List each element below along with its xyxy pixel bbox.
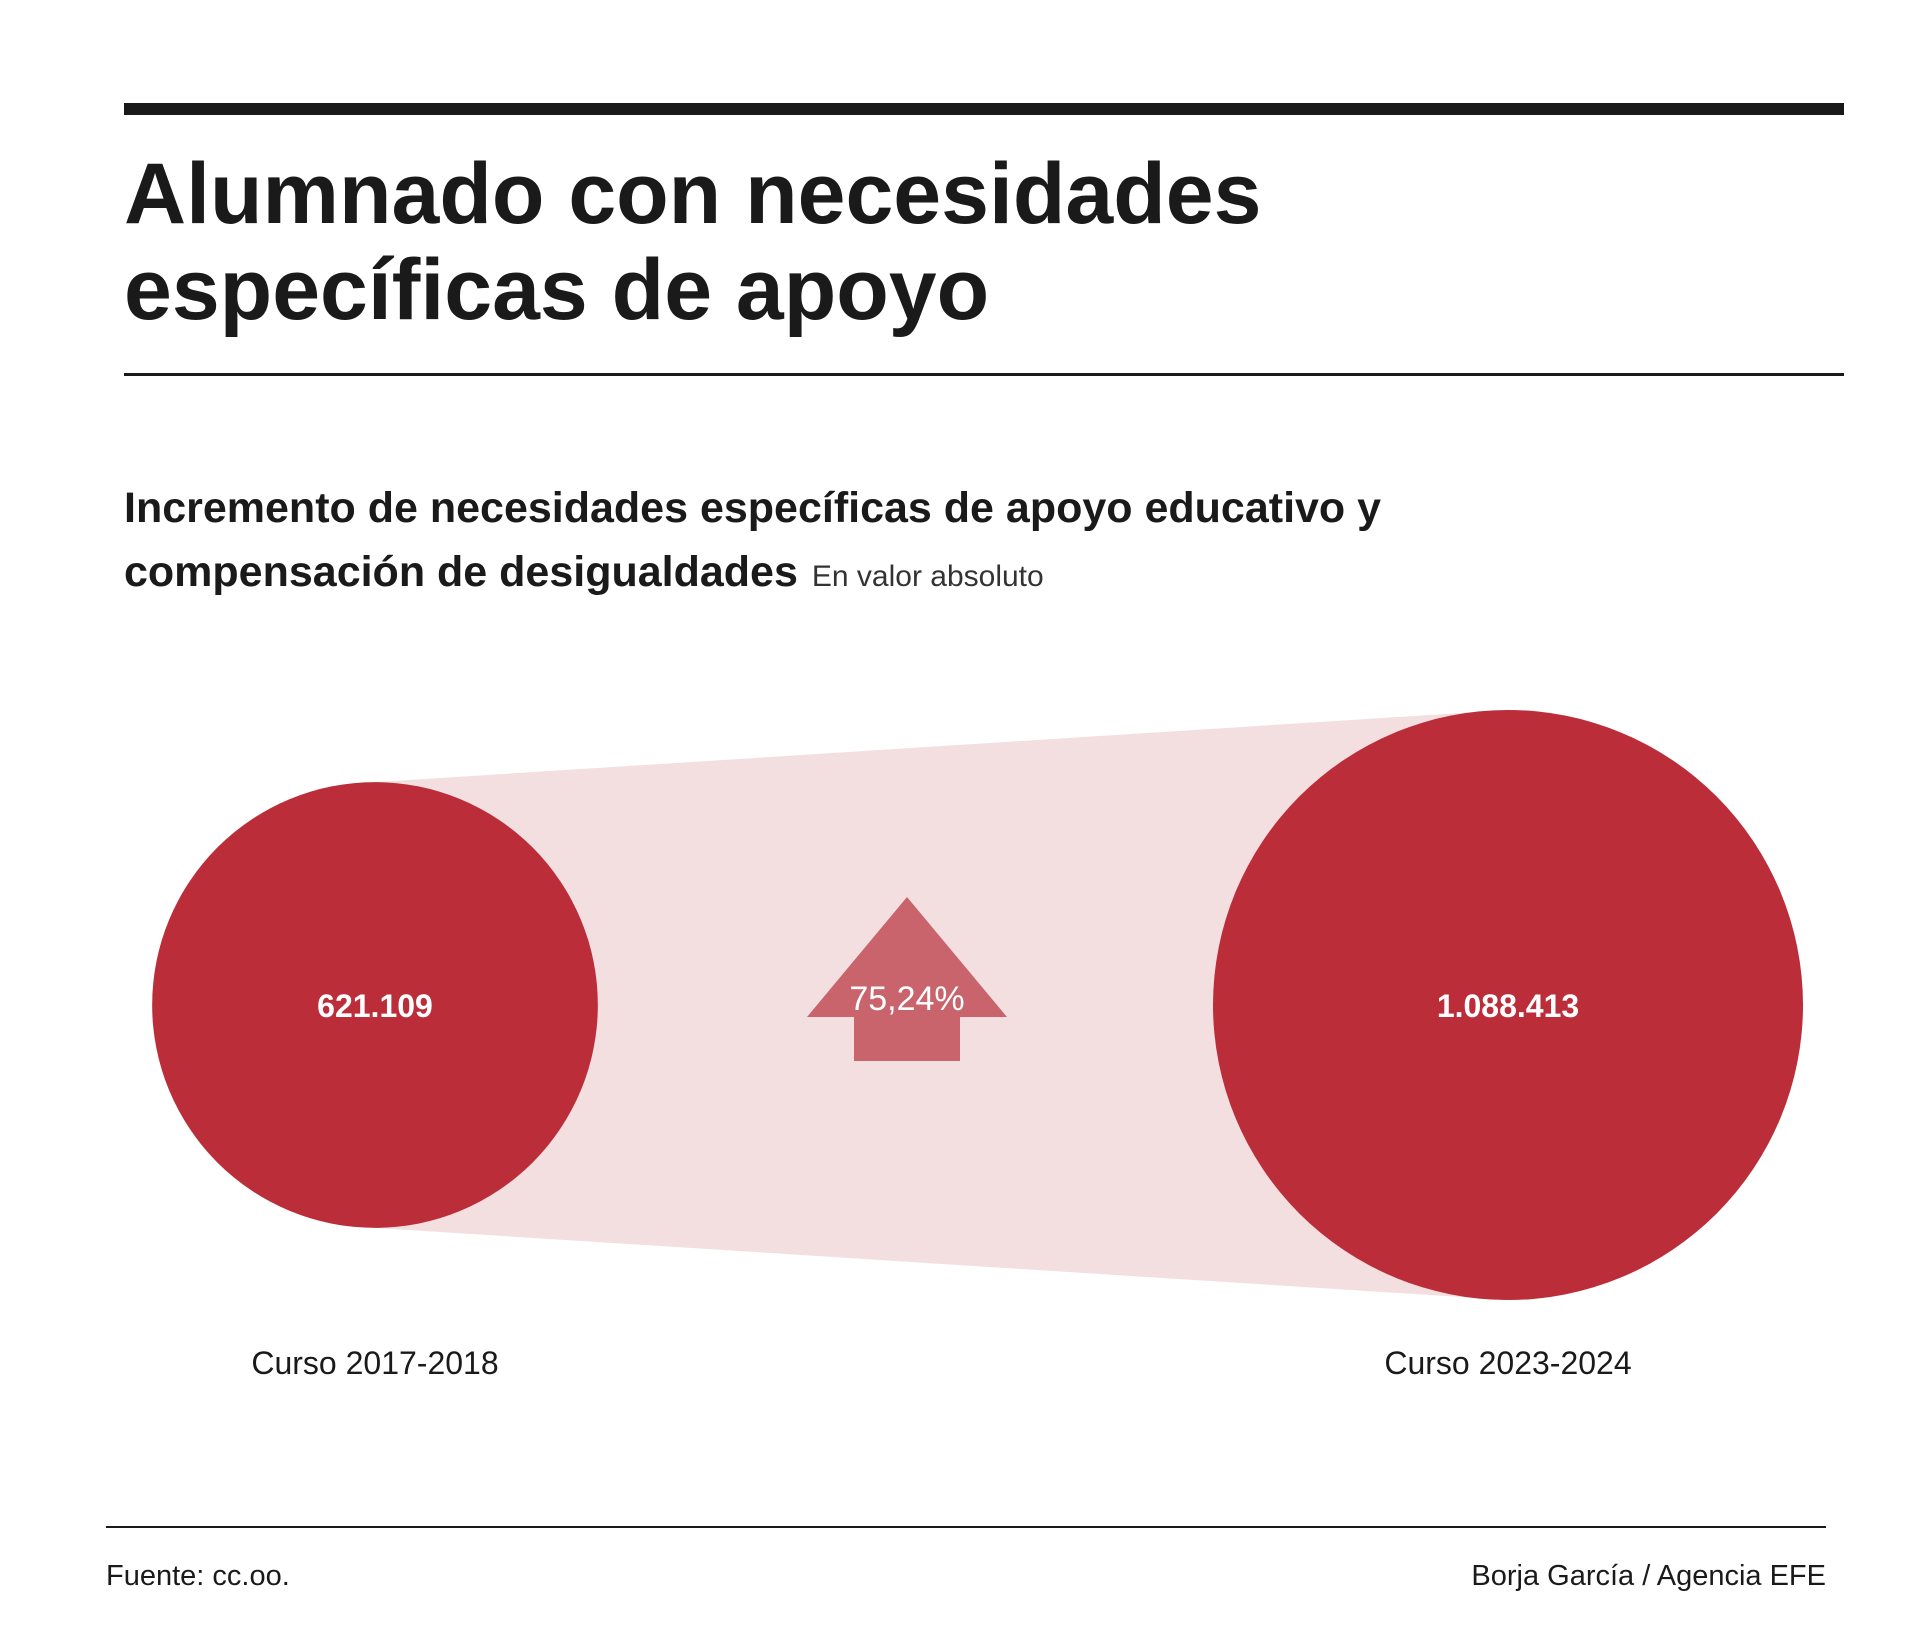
top-thick-rule — [124, 103, 1844, 115]
increase-arrow-icon — [807, 897, 1007, 1061]
value-label-2: 1.088.413 — [1437, 988, 1579, 1024]
category-label-2: Curso 2023-2024 — [1384, 1345, 1631, 1381]
title-line-1: Alumnado con necesidades — [124, 146, 1262, 242]
chart-title-text: Incremento de necesidades específicas de… — [124, 484, 1382, 596]
change-label: 75,24% — [849, 980, 964, 1018]
title-divider — [124, 373, 1844, 376]
chart-subtitle: En valor absoluto — [811, 560, 1044, 593]
bubble-1 — [152, 782, 598, 1228]
chart-title: Incremento de necesidades específicas de… — [124, 476, 1684, 609]
category-label-1: Curso 2017-2018 — [251, 1345, 498, 1381]
footer-divider — [106, 1526, 1826, 1528]
value-label-1: 621.109 — [317, 988, 433, 1024]
bubble-2 — [1213, 710, 1803, 1300]
source-note: Fuente: cc.oo. — [106, 1560, 290, 1592]
title-line-2: específicas de apoyo — [124, 242, 990, 338]
page-title: Alumnado con necesidades específicas de a… — [124, 146, 1824, 338]
credit-note: Borja García / Agencia EFE — [1471, 1560, 1826, 1592]
